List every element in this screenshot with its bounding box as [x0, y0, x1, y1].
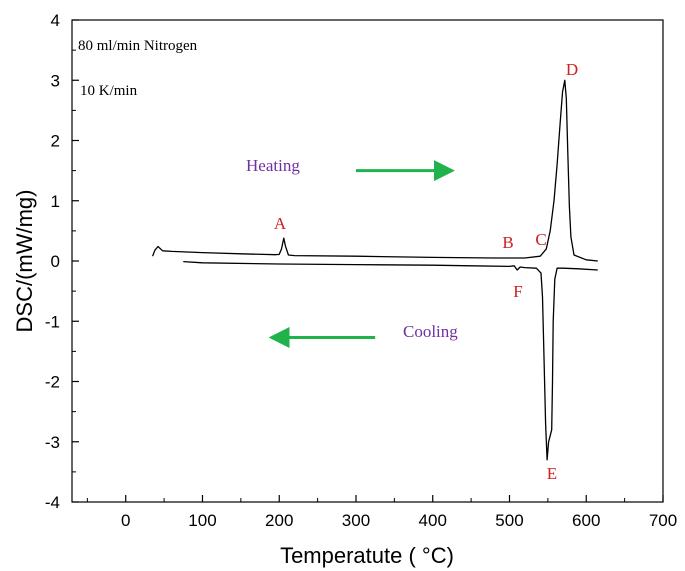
y-tick-label: -4 — [45, 493, 60, 512]
x-tick-label: 600 — [572, 511, 600, 530]
x-axis-title: Temperatute ( °C) — [280, 543, 454, 568]
axis-tick-labels: 0 100 200 300 400 500 600 700 4 3 2 1 0 -1 -2 -3 -4 — [45, 11, 677, 530]
annotation-f: F — [513, 282, 522, 301]
x-tick-label: 0 — [121, 511, 130, 530]
direction-arrows — [268, 160, 455, 349]
x-tick-label: 700 — [649, 511, 677, 530]
y-tick-label: 0 — [51, 252, 60, 271]
y-tick-label: -1 — [45, 312, 60, 331]
annotation-a: A — [274, 214, 287, 233]
x-tick-label: 400 — [419, 511, 447, 530]
x-tick-label: 200 — [265, 511, 293, 530]
dsc-curves — [151, 79, 598, 461]
y-axis-title: DSC/(mW/mg) — [12, 190, 37, 333]
plot-frame — [71, 19, 664, 503]
y-tick-label: 2 — [51, 132, 60, 151]
x-tick-label: 100 — [188, 511, 216, 530]
annotation-c: C — [535, 230, 546, 249]
annotation-cooling: Cooling — [403, 322, 458, 341]
annotation-e: E — [547, 464, 557, 483]
annotation-b: B — [502, 233, 513, 252]
chart-annotations: 80 ml/min Nitrogen 10 K/min Heating Cooling… — [78, 38, 578, 483]
annotation-d: D — [566, 60, 578, 79]
y-tick-label: -3 — [45, 433, 60, 452]
annotation-10-k-min: 10 K/min — [80, 83, 138, 99]
y-tick-label: -2 — [45, 373, 60, 392]
annotation-heating: Heating — [246, 156, 300, 175]
y-tick-label: 1 — [51, 192, 60, 211]
y-tick-label: 4 — [51, 11, 60, 30]
x-tick-label: 300 — [342, 511, 370, 530]
heating-curve — [151, 79, 598, 262]
x-tick-label: 500 — [495, 511, 523, 530]
cooling-curve — [183, 260, 598, 461]
y-tick-label: 3 — [51, 71, 60, 90]
axis-ticks — [72, 19, 664, 503]
annotation-80-ml-min-nitrogen: 80 ml/min Nitrogen — [78, 38, 198, 54]
